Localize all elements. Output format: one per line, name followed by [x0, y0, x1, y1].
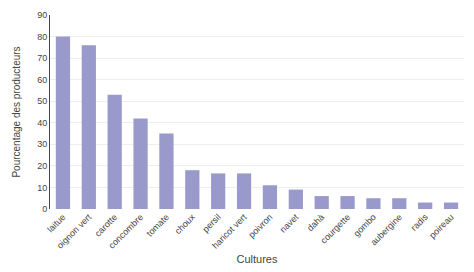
svg-text:40: 40: [37, 118, 47, 128]
svg-text:Pourcentage des producteurs: Pourcentage des producteurs: [11, 46, 22, 177]
svg-text:dahà: dahà: [305, 212, 326, 233]
svg-text:courgette: courgette: [319, 212, 353, 246]
svg-text:80: 80: [37, 32, 47, 42]
svg-text:persil: persil: [201, 212, 223, 234]
svg-text:navet: navet: [278, 212, 301, 235]
svg-text:poireau: poireau: [427, 212, 455, 240]
svg-text:10: 10: [37, 183, 47, 193]
svg-text:oignon vert: oignon vert: [55, 212, 94, 251]
svg-text:gombo: gombo: [351, 212, 378, 239]
svg-text:Cultures: Cultures: [237, 253, 278, 265]
svg-text:90: 90: [37, 10, 47, 20]
svg-text:0: 0: [42, 204, 47, 214]
svg-text:concombre: concombre: [107, 212, 146, 251]
svg-text:70: 70: [37, 53, 47, 63]
svg-text:30: 30: [37, 139, 47, 149]
svg-text:60: 60: [37, 75, 47, 85]
svg-text:tomate: tomate: [145, 212, 172, 239]
svg-text:haricot vert: haricot vert: [210, 212, 249, 251]
svg-text:20: 20: [37, 161, 47, 171]
svg-text:poivron: poivron: [247, 212, 275, 240]
svg-text:laitue: laitue: [45, 212, 67, 234]
svg-text:aubergine: aubergine: [369, 212, 404, 247]
svg-text:radis: radis: [409, 212, 430, 233]
svg-text:choux: choux: [173, 212, 197, 236]
svg-text:carotte: carotte: [93, 212, 120, 239]
svg-text:50: 50: [37, 96, 47, 106]
